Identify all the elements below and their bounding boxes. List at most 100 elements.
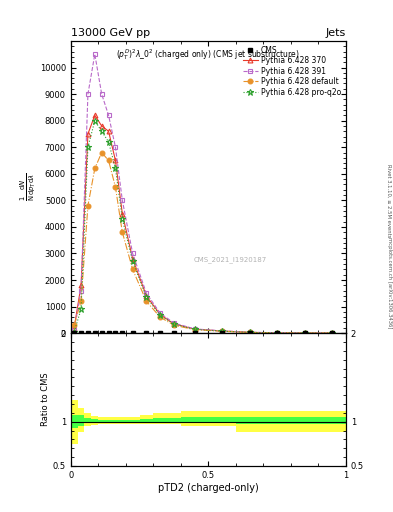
- Pythia 6.428 pro-q2o: [158, 312, 163, 318]
- Pythia 6.428 pro-q2o: [72, 329, 77, 335]
- Pythia 6.428 default: [158, 314, 163, 321]
- Pythia 6.428 391: [92, 51, 97, 57]
- Pythia 6.428 default: [330, 330, 334, 336]
- Pythia 6.428 pro-q2o: [106, 139, 111, 145]
- CMS: [130, 330, 135, 336]
- Pythia 6.428 pro-q2o: [275, 330, 279, 336]
- Pythia 6.428 default: [192, 327, 197, 333]
- Pythia 6.428 pro-q2o: [330, 330, 334, 336]
- Y-axis label: $\frac{1}{\mathrm{N}} \frac{\mathrm{d}N}{\mathrm{d}p_T \mathrm{d}\lambda}$: $\frac{1}{\mathrm{N}} \frac{\mathrm{d}N}…: [19, 173, 38, 201]
- Pythia 6.428 391: [275, 330, 279, 336]
- Pythia 6.428 370: [144, 293, 149, 299]
- CMS: [92, 330, 97, 336]
- CMS: [192, 330, 197, 336]
- Pythia 6.428 391: [247, 329, 252, 335]
- Pythia 6.428 370: [120, 210, 125, 217]
- Line: Pythia 6.428 default: Pythia 6.428 default: [72, 150, 334, 335]
- Pythia 6.428 default: [72, 322, 77, 328]
- Pythia 6.428 default: [302, 330, 307, 336]
- CMS: [158, 330, 163, 336]
- CMS: [99, 330, 104, 336]
- Pythia 6.428 391: [72, 326, 77, 332]
- Pythia 6.428 370: [113, 157, 118, 163]
- CMS: [86, 330, 90, 336]
- Pythia 6.428 370: [158, 311, 163, 317]
- Pythia 6.428 pro-q2o: [302, 330, 307, 336]
- Y-axis label: Ratio to CMS: Ratio to CMS: [41, 373, 50, 426]
- Line: Pythia 6.428 370: Pythia 6.428 370: [72, 113, 334, 335]
- Pythia 6.428 pro-q2o: [86, 144, 90, 151]
- Text: 13000 GeV pp: 13000 GeV pp: [71, 28, 150, 38]
- Text: CMS_2021_I1920187: CMS_2021_I1920187: [194, 257, 267, 264]
- Pythia 6.428 default: [120, 229, 125, 236]
- Pythia 6.428 default: [86, 203, 90, 209]
- Pythia 6.428 default: [106, 157, 111, 163]
- Pythia 6.428 default: [92, 165, 97, 172]
- Pythia 6.428 pro-q2o: [192, 326, 197, 332]
- Pythia 6.428 pro-q2o: [113, 165, 118, 172]
- Pythia 6.428 391: [120, 197, 125, 203]
- CMS: [79, 330, 83, 336]
- Pythia 6.428 pro-q2o: [120, 216, 125, 222]
- Pythia 6.428 391: [79, 288, 83, 294]
- Pythia 6.428 default: [144, 298, 149, 304]
- CMS: [330, 330, 334, 336]
- Pythia 6.428 391: [192, 326, 197, 332]
- Pythia 6.428 370: [106, 128, 111, 134]
- Line: CMS: CMS: [72, 331, 334, 335]
- Pythia 6.428 default: [130, 266, 135, 272]
- CMS: [247, 330, 252, 336]
- CMS: [106, 330, 111, 336]
- Pythia 6.428 370: [330, 330, 334, 336]
- Pythia 6.428 pro-q2o: [79, 306, 83, 312]
- Line: Pythia 6.428 pro-q2o: Pythia 6.428 pro-q2o: [71, 118, 335, 336]
- Pythia 6.428 pro-q2o: [99, 128, 104, 134]
- Pythia 6.428 391: [99, 91, 104, 97]
- Pythia 6.428 pro-q2o: [92, 118, 97, 124]
- CMS: [171, 330, 176, 336]
- Pythia 6.428 391: [171, 320, 176, 326]
- Pythia 6.428 391: [144, 290, 149, 296]
- CMS: [275, 330, 279, 336]
- CMS: [120, 330, 125, 336]
- CMS: [113, 330, 118, 336]
- Pythia 6.428 391: [106, 112, 111, 118]
- Pythia 6.428 default: [79, 298, 83, 304]
- Pythia 6.428 pro-q2o: [171, 321, 176, 327]
- Text: Jets: Jets: [325, 28, 346, 38]
- Pythia 6.428 370: [171, 321, 176, 327]
- Pythia 6.428 391: [302, 330, 307, 336]
- CMS: [302, 330, 307, 336]
- Pythia 6.428 391: [130, 250, 135, 257]
- Pythia 6.428 pro-q2o: [130, 259, 135, 265]
- X-axis label: pTD2 (charged-only): pTD2 (charged-only): [158, 482, 259, 493]
- Pythia 6.428 391: [158, 310, 163, 316]
- CMS: [220, 330, 224, 336]
- Pythia 6.428 391: [113, 144, 118, 151]
- Pythia 6.428 370: [192, 326, 197, 332]
- Pythia 6.428 370: [99, 123, 104, 129]
- Pythia 6.428 370: [247, 329, 252, 335]
- Pythia 6.428 default: [171, 322, 176, 328]
- Pythia 6.428 default: [220, 328, 224, 334]
- Pythia 6.428 391: [330, 330, 334, 336]
- Legend: CMS, Pythia 6.428 370, Pythia 6.428 391, Pythia 6.428 default, Pythia 6.428 pro-: CMS, Pythia 6.428 370, Pythia 6.428 391,…: [241, 43, 343, 99]
- Pythia 6.428 370: [79, 282, 83, 288]
- CMS: [72, 330, 77, 336]
- Pythia 6.428 default: [99, 150, 104, 156]
- CMS: [144, 330, 149, 336]
- Pythia 6.428 370: [220, 328, 224, 334]
- Pythia 6.428 370: [275, 330, 279, 336]
- Pythia 6.428 370: [86, 131, 90, 137]
- Line: Pythia 6.428 391: Pythia 6.428 391: [72, 52, 334, 335]
- Pythia 6.428 default: [247, 329, 252, 335]
- Pythia 6.428 391: [220, 328, 224, 334]
- Pythia 6.428 pro-q2o: [220, 328, 224, 334]
- Text: Rivet 3.1.10, ≥ 2.5M events: Rivet 3.1.10, ≥ 2.5M events: [387, 164, 391, 238]
- Text: mcplots.cern.ch [arXiv:1306.3436]: mcplots.cern.ch [arXiv:1306.3436]: [387, 237, 391, 329]
- Pythia 6.428 default: [275, 330, 279, 336]
- Pythia 6.428 370: [92, 112, 97, 118]
- Text: $(p_T^D)^2\lambda\_0^2$ (charged only) (CMS jet substructure): $(p_T^D)^2\lambda\_0^2$ (charged only) (…: [116, 47, 300, 62]
- Pythia 6.428 370: [130, 255, 135, 262]
- Pythia 6.428 pro-q2o: [144, 294, 149, 301]
